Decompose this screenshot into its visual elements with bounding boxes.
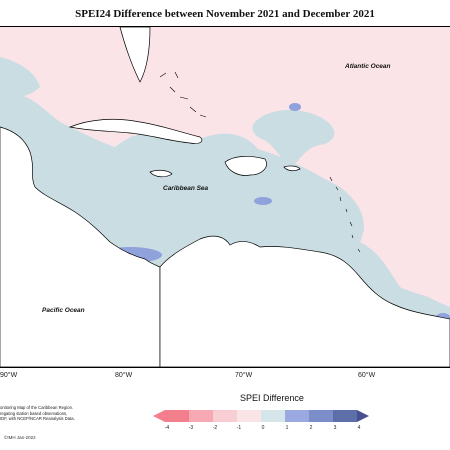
longitude-label-80w: 80°W — [115, 372, 133, 379]
legend-swatch — [285, 410, 309, 422]
legend-arrow-right — [357, 410, 369, 422]
land-puerto-rico — [283, 165, 301, 172]
footer-line: regating station based observations, — [0, 410, 68, 416]
legend-tick: -1 — [236, 425, 242, 431]
footer-notes: onitoring Map of the Caribbean Region. r… — [0, 405, 75, 422]
longitude-label-90w: 90°W — [0, 372, 18, 379]
legend-swatch — [237, 410, 261, 422]
lesser-antilles-islands — [329, 176, 361, 253]
legend-swatch — [309, 410, 333, 422]
wet-anomaly-region-cuba — [115, 130, 260, 170]
legend-tick: 3 — [333, 425, 337, 431]
strong-wet-spot-sea — [254, 197, 272, 205]
legend-tick: -4 — [164, 425, 170, 431]
wet-anomaly-region-northwest — [0, 57, 40, 98]
longitude-label-60w: 60°W — [358, 372, 376, 379]
spei-map — [0, 27, 450, 367]
land-jamaica — [149, 169, 173, 178]
map-panel: Atlantic Ocean Caribbean Sea Pacific Oce… — [0, 26, 450, 368]
atlantic-ocean-label: Atlantic Ocean — [345, 63, 391, 70]
legend-tick: 4 — [357, 425, 361, 431]
footer-line: IDF, with NCEP/NCAR Reanalysis Data. — [0, 416, 75, 421]
copyright-text: ©IMH Jan-2022 — [4, 435, 36, 440]
land-hispaniola — [224, 155, 267, 176]
legend-swatch — [165, 410, 189, 422]
footer-line: onitoring Map of the Caribbean Region. — [0, 405, 74, 410]
color-legend — [153, 410, 369, 422]
land-central-america — [0, 126, 161, 367]
legend-tick: -2 — [212, 425, 218, 431]
legend-tick: -3 — [188, 425, 194, 431]
caribbean-sea-label: Caribbean Sea — [163, 185, 209, 192]
longitude-label-70w: 70°W — [235, 372, 253, 379]
map-title: SPEI24 Difference between November 2021 … — [75, 8, 375, 20]
legend-tick: 0 — [261, 425, 265, 431]
legend-tick: 2 — [309, 425, 313, 431]
land-florida — [119, 27, 151, 83]
land-south-america — [159, 235, 450, 367]
pacific-ocean-label: Pacific Ocean — [42, 307, 85, 314]
legend-arrow-left — [153, 410, 165, 422]
legend-title: SPEI Difference — [240, 393, 304, 403]
legend-swatch — [333, 410, 357, 422]
legend-swatch — [189, 410, 213, 422]
bahamas-islands — [159, 71, 207, 118]
legend-swatch — [261, 410, 285, 422]
wet-anomaly-region-atlantic — [252, 110, 335, 167]
legend-tick: 1 — [285, 425, 289, 431]
land-cuba — [68, 118, 203, 144]
legend-swatch — [213, 410, 237, 422]
strong-wet-spot-atlantic — [289, 103, 301, 111]
dry-anomaly-region-east — [396, 166, 450, 307]
